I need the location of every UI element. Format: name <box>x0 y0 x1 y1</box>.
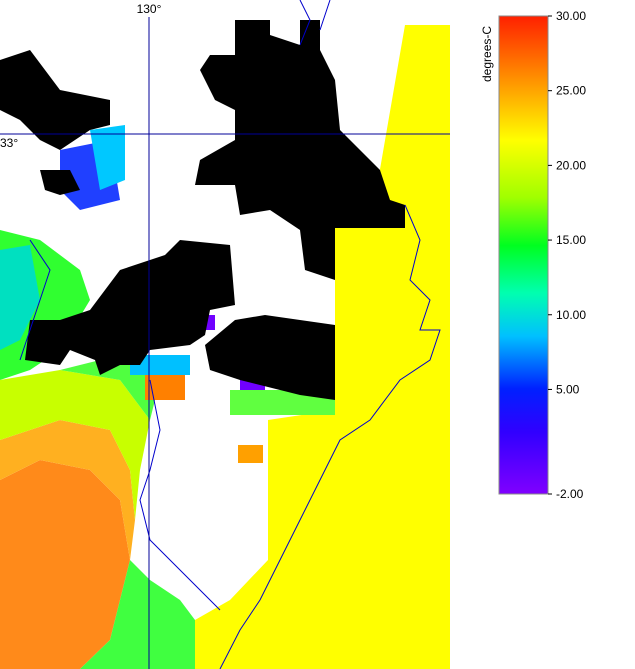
warm-sea <box>195 25 450 669</box>
heat-yellowgreen <box>0 370 150 520</box>
colorbar-tick-label: 25.00 <box>556 84 586 98</box>
heat-green-south <box>80 560 195 669</box>
colorbar-scale <box>498 15 549 495</box>
longitude-label: 130° <box>137 2 162 16</box>
heat-lightorange <box>0 420 135 560</box>
cloud <box>40 170 80 195</box>
heat-cyan <box>0 245 40 350</box>
colorbar-tick-label: -2.00 <box>556 487 584 501</box>
colorbar-tick-label: 15.00 <box>556 233 586 247</box>
heat-cyan-north <box>90 125 125 190</box>
cloud <box>25 240 235 375</box>
colorbar-tick-label: 5.00 <box>556 382 580 396</box>
colorbar: degrees-C 30.00 25.00 20.00 15.00 10.00 5.00 -… <box>480 9 586 501</box>
latitude-label: 33° <box>0 136 18 150</box>
cloud <box>195 20 405 280</box>
colorbar-tick-label: 10.00 <box>556 308 586 322</box>
heat-orange <box>0 460 130 669</box>
coastline <box>19 0 441 669</box>
heat-patch <box>130 355 190 375</box>
colorbar-title: degrees-C <box>480 26 494 82</box>
heat-patch <box>238 445 263 463</box>
cloud <box>205 315 335 400</box>
colorbar-tick-label: 20.00 <box>556 158 586 172</box>
map-area: 130° 33° <box>0 0 450 669</box>
colorbar-tick-label: 30.00 <box>556 9 586 23</box>
cloud <box>0 50 110 150</box>
